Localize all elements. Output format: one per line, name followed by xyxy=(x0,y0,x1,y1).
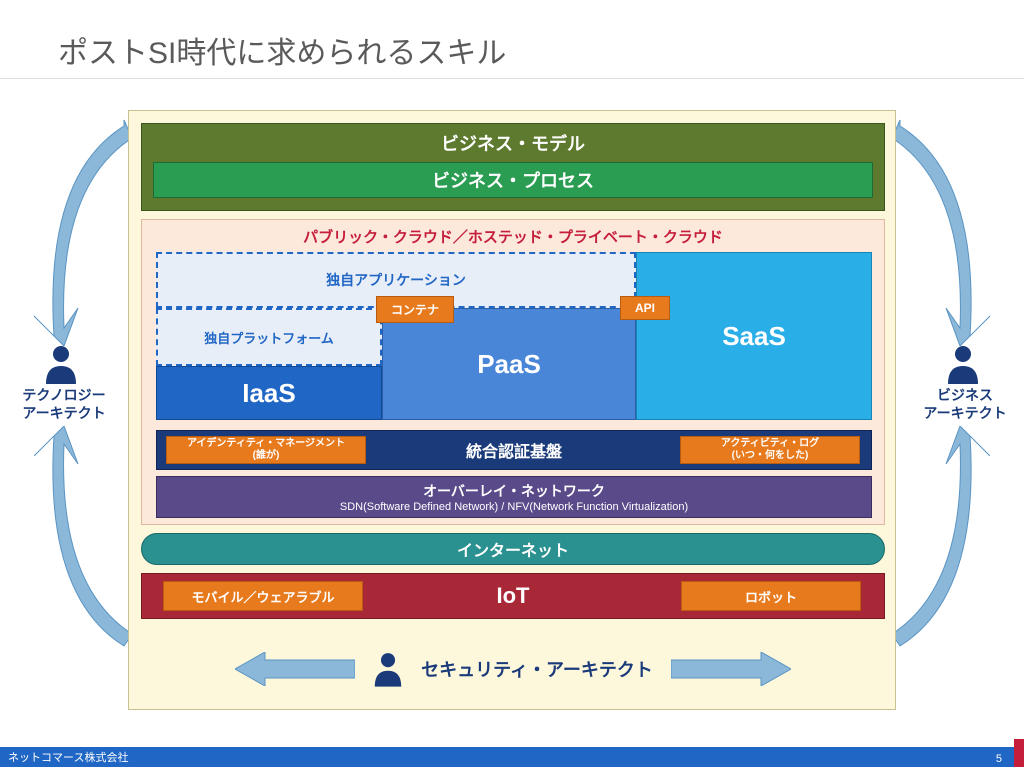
curve-arrow-top-left xyxy=(34,116,134,346)
role-left-l1: テクノロジー xyxy=(22,387,105,403)
iot-right-tag: ロボット xyxy=(681,581,861,611)
tag-container: コンテナ xyxy=(376,296,454,323)
internet-bar: インターネット xyxy=(141,533,885,565)
overlay-l2: SDN(Software Defined Network) / NFV(Netw… xyxy=(340,501,688,513)
role-right: ビジネス アーキテクト xyxy=(912,386,1018,422)
curve-arrow-top-right xyxy=(890,116,990,346)
custom-platform-box: 独自プラットフォーム xyxy=(156,308,382,366)
business-model-label: ビジネス・モデル xyxy=(441,130,585,156)
cloud-title: パブリック・クラウド／ホステッド・プライベート・クラウド xyxy=(142,226,884,247)
auth-right-l2: (いつ・何をした) xyxy=(732,450,809,462)
service-row: 独自アプリケーション 独自プラットフォーム IaaS PaaS SaaS コンテ… xyxy=(156,252,872,420)
paas-box: PaaS xyxy=(382,308,636,420)
security-row: セキュリティ・アーキテクト xyxy=(141,639,885,699)
overlay-l1: オーバーレイ・ネットワーク xyxy=(423,481,605,501)
role-right-l2: アーキテクト xyxy=(923,405,1006,421)
tag-api: API xyxy=(620,296,670,320)
auth-right-tag: アクティビティ・ログ (いつ・何をした) xyxy=(680,436,860,464)
curve-arrow-bottom-left xyxy=(34,426,134,656)
overlay-network-bar: オーバーレイ・ネットワーク SDN(Software Defined Netwo… xyxy=(156,476,872,518)
security-architect-label: セキュリティ・アーキテクト xyxy=(421,656,653,682)
person-icon-right xyxy=(946,344,980,384)
cloud-region: パブリック・クラウド／ホステッド・プライベート・クラウド 独自アプリケーション … xyxy=(141,219,885,525)
title-rule xyxy=(0,78,1024,79)
business-model-block: ビジネス・モデル ビジネス・プロセス xyxy=(141,123,885,211)
saas-box: SaaS xyxy=(636,252,872,420)
arrow-left-icon xyxy=(235,652,355,686)
role-left: テクノロジー アーキテクト xyxy=(6,386,122,422)
role-right-l1: ビジネス xyxy=(937,387,993,403)
iaas-box: IaaS xyxy=(156,366,382,420)
person-icon-security xyxy=(373,651,403,687)
iot-left-tag: モバイル／ウェアラブル xyxy=(163,581,363,611)
auth-left-l1: アイデンティティ・マネージメント xyxy=(187,438,345,450)
business-process-bar: ビジネス・プロセス xyxy=(153,162,873,198)
footer-company: ネットコマース株式会社 xyxy=(8,749,128,765)
auth-right-l1: アクティビティ・ログ xyxy=(721,438,819,450)
footer-bar: ネットコマース株式会社 5 xyxy=(0,747,1024,767)
auth-left-l2: (誰が) xyxy=(253,450,280,462)
page-number: 5 xyxy=(996,753,1002,765)
red-edge-accent xyxy=(1014,739,1024,767)
arrow-right-icon xyxy=(671,652,791,686)
role-left-l2: アーキテクト xyxy=(22,405,105,421)
person-icon-left xyxy=(44,344,78,384)
curve-arrow-bottom-right xyxy=(890,426,990,656)
auth-left-tag: アイデンティティ・マネージメント (誰が) xyxy=(166,436,366,464)
slide-title: ポストSI時代に求められるスキル xyxy=(58,28,506,72)
main-frame: ビジネス・モデル ビジネス・プロセス パブリック・クラウド／ホステッド・プライベ… xyxy=(128,110,896,710)
